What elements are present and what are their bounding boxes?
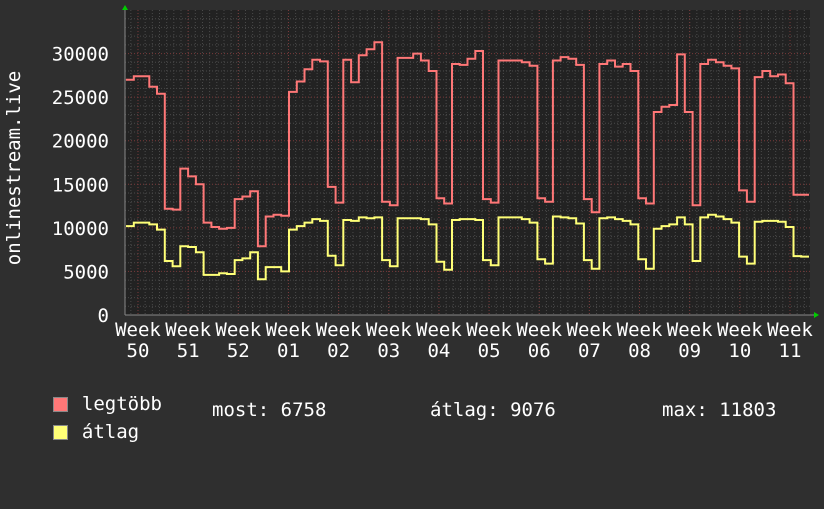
x-tick-label: Week 51 xyxy=(165,319,211,362)
legend-swatch-avg xyxy=(52,425,68,440)
x-tick-label: Week 50 xyxy=(115,319,161,362)
x-tick-label-part: Week xyxy=(717,319,763,341)
x-tick-label: Week 08 xyxy=(617,319,663,362)
y-tick-label: 10000 xyxy=(52,218,109,240)
stat-current: most: 6758 xyxy=(212,399,327,421)
x-tick-label-part: Week xyxy=(215,319,261,341)
x-tick-label: Week 03 xyxy=(366,319,412,362)
x-axis-arrow-icon xyxy=(814,312,819,318)
x-tick-label-part: 51 xyxy=(177,340,200,362)
x-tick-label-part: 11 xyxy=(779,340,802,362)
x-tick-label: Week 52 xyxy=(215,319,261,362)
series-line-average xyxy=(126,213,809,281)
legend-label-max: legtöbb xyxy=(81,393,162,415)
x-tick-label-part: 04 xyxy=(427,340,450,362)
x-tick-label: Week 07 xyxy=(567,319,613,362)
x-tick-label-part: 52 xyxy=(227,340,250,362)
y-tick-label: 25000 xyxy=(52,87,109,109)
x-tick-label: Week 10 xyxy=(717,319,763,362)
x-tick-label-part: 05 xyxy=(478,340,501,362)
legend-swatch-max xyxy=(52,397,68,412)
x-tick-label-part: Week xyxy=(617,319,663,341)
legend-item-avg: átlag most: 6758 átlag: 9076 max: 11803 xyxy=(30,399,820,509)
series-line-max xyxy=(126,41,809,248)
x-tick-label-part: 10 xyxy=(728,340,751,362)
y-tick-label: 30000 xyxy=(52,44,109,66)
x-tick-label-part: Week xyxy=(316,319,362,341)
x-tick-label-part: Week xyxy=(767,319,813,341)
x-tick-label-part: Week xyxy=(567,319,613,341)
x-tick-label: Week 11 xyxy=(767,319,813,362)
x-tick-label-part: 08 xyxy=(628,340,651,362)
stat-average: átlag: 9076 xyxy=(430,399,556,421)
y-tick-label: 20000 xyxy=(52,131,109,153)
x-tick-label-part: Week xyxy=(115,319,161,341)
x-tick-label: Week 09 xyxy=(667,319,713,362)
x-tick-label-part: Week xyxy=(516,319,562,341)
x-tick-label-part: 02 xyxy=(327,340,350,362)
x-tick-label: Week 06 xyxy=(516,319,562,362)
x-tick-label-part: Week xyxy=(667,319,713,341)
y-axis-label: onlinestream.live xyxy=(3,71,25,265)
x-tick-label-part: Week xyxy=(266,319,312,341)
y-axis-arrow-icon xyxy=(122,5,128,10)
x-tick-label-part: Week xyxy=(366,319,412,341)
x-tick-label-part: 09 xyxy=(678,340,701,362)
y-tick-label: 5000 xyxy=(63,261,109,283)
x-tick-label-part: Week xyxy=(165,319,211,341)
x-tick-label-part: 01 xyxy=(277,340,300,362)
x-tick-label-part: Week xyxy=(416,319,462,341)
x-tick-label-part: 50 xyxy=(127,340,150,362)
stat-max: max: 11803 xyxy=(662,399,777,421)
x-tick-label-part: 07 xyxy=(578,340,601,362)
y-tick-label: 15000 xyxy=(52,174,109,196)
y-tick-label: 0 xyxy=(98,305,109,327)
x-tick-label: Week 01 xyxy=(266,319,312,362)
legend-label-avg: átlag xyxy=(81,421,140,443)
x-tick-label: Week 04 xyxy=(416,319,462,362)
x-tick-label: Week 05 xyxy=(466,319,512,362)
legend-item-max: legtöbb xyxy=(30,371,162,415)
x-tick-label-part: 06 xyxy=(528,340,551,362)
x-tick-label-part: 03 xyxy=(377,340,400,362)
x-tick-label: Week 02 xyxy=(316,319,362,362)
x-tick-label-part: Week xyxy=(466,319,512,341)
